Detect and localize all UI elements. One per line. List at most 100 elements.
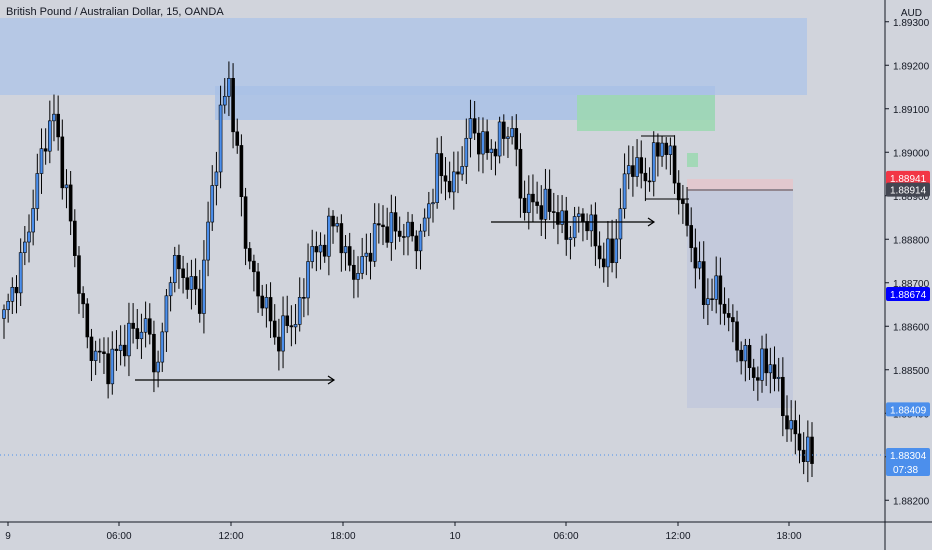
price-label-bg bbox=[886, 170, 930, 185]
candle-body bbox=[293, 324, 298, 328]
candle-body bbox=[2, 309, 6, 319]
candle-body bbox=[501, 121, 506, 139]
candle-body bbox=[277, 336, 281, 352]
price-label-bg bbox=[886, 448, 930, 477]
y-tick-label: 1.88500 bbox=[893, 366, 930, 377]
candle-body bbox=[460, 166, 464, 175]
candle-body bbox=[289, 325, 294, 328]
candle-body bbox=[781, 376, 785, 417]
candle-body bbox=[114, 348, 119, 351]
candle-body bbox=[718, 275, 723, 305]
target-zone bbox=[577, 95, 715, 131]
candle-body bbox=[343, 246, 348, 254]
y-tick-label: 1.88600 bbox=[893, 322, 930, 333]
candle-body bbox=[356, 272, 360, 280]
arrow-mid-head bbox=[647, 217, 656, 227]
stop-zone bbox=[687, 179, 793, 191]
candle-body bbox=[485, 131, 489, 153]
y-tick-label: 1.88900 bbox=[893, 192, 930, 203]
candle-body bbox=[622, 173, 627, 210]
candle-body bbox=[556, 212, 560, 225]
candle-body bbox=[481, 131, 485, 155]
candle-body bbox=[647, 180, 652, 183]
candle-body bbox=[806, 436, 810, 462]
candle-body bbox=[639, 157, 644, 174]
candle-body bbox=[27, 231, 31, 243]
candle-body bbox=[635, 157, 639, 177]
candle-body bbox=[93, 350, 98, 361]
candle-body bbox=[218, 104, 223, 173]
candle-body bbox=[297, 297, 302, 325]
candle-body bbox=[160, 331, 165, 363]
price-label-bg bbox=[886, 402, 930, 417]
x-tick-label: 18:00 bbox=[776, 531, 801, 542]
candle-body bbox=[477, 132, 481, 155]
candle-body bbox=[77, 255, 81, 294]
candle-body bbox=[606, 238, 610, 268]
candle-body bbox=[518, 148, 523, 199]
candle-body bbox=[264, 297, 269, 309]
candle-body bbox=[764, 348, 768, 374]
candle-body bbox=[756, 377, 760, 381]
candle-body bbox=[247, 248, 252, 262]
candle-body bbox=[352, 264, 356, 280]
candle-body bbox=[256, 271, 260, 297]
candle-body bbox=[452, 171, 456, 193]
candle-body bbox=[427, 203, 431, 219]
candle-body bbox=[143, 318, 148, 333]
candle-body bbox=[801, 449, 806, 462]
candle-body bbox=[547, 188, 552, 212]
candle-body bbox=[18, 252, 23, 294]
candle-body bbox=[314, 246, 319, 253]
y-tick-label: 1.89300 bbox=[893, 18, 930, 29]
candle-body bbox=[760, 348, 764, 381]
price-label-text: 1.88409 bbox=[890, 405, 927, 416]
candle-body bbox=[668, 145, 673, 155]
candle-body bbox=[156, 361, 160, 373]
candle-body bbox=[68, 184, 73, 222]
candle-body bbox=[722, 303, 727, 314]
candle-body bbox=[214, 171, 219, 186]
y-tick-label: 1.89000 bbox=[893, 148, 930, 159]
price-label-text: 1.88941 bbox=[890, 174, 927, 185]
candle-body bbox=[601, 258, 606, 268]
candle-body bbox=[593, 214, 598, 247]
candle-body bbox=[768, 364, 773, 374]
candle-body bbox=[468, 118, 473, 139]
candle-body bbox=[572, 216, 577, 239]
currency-label: AUD bbox=[900, 8, 922, 19]
candle-body bbox=[147, 318, 152, 335]
candle-body bbox=[268, 297, 273, 322]
candle-body bbox=[73, 220, 77, 256]
candle-body bbox=[793, 420, 798, 435]
candle-body bbox=[260, 295, 265, 309]
candle-body bbox=[81, 293, 85, 305]
candle-body bbox=[393, 212, 398, 232]
tp-zone-small bbox=[687, 153, 698, 167]
candle-body bbox=[306, 261, 310, 299]
candle-body bbox=[585, 221, 589, 232]
candle-body bbox=[693, 247, 698, 269]
candle-body bbox=[168, 282, 173, 297]
candle-body bbox=[431, 202, 435, 205]
candle-body bbox=[402, 236, 406, 238]
x-tick-label: 10 bbox=[449, 531, 461, 542]
candle-body bbox=[522, 197, 527, 213]
candle-body bbox=[139, 331, 144, 340]
candle-body bbox=[406, 221, 410, 238]
candle-body bbox=[281, 315, 285, 352]
candle-body bbox=[576, 213, 581, 217]
candle-body bbox=[739, 349, 743, 362]
candle-body bbox=[347, 246, 352, 266]
candle-body bbox=[531, 193, 535, 203]
candle-body bbox=[656, 142, 660, 157]
candle-body bbox=[360, 256, 364, 274]
y-tick-label: 1.88700 bbox=[893, 279, 930, 290]
candle-body bbox=[10, 286, 15, 302]
candle-body bbox=[651, 142, 656, 182]
candle-body bbox=[785, 415, 789, 430]
candle-body bbox=[685, 203, 689, 226]
candle-body bbox=[177, 255, 181, 270]
candle-body bbox=[697, 261, 702, 269]
